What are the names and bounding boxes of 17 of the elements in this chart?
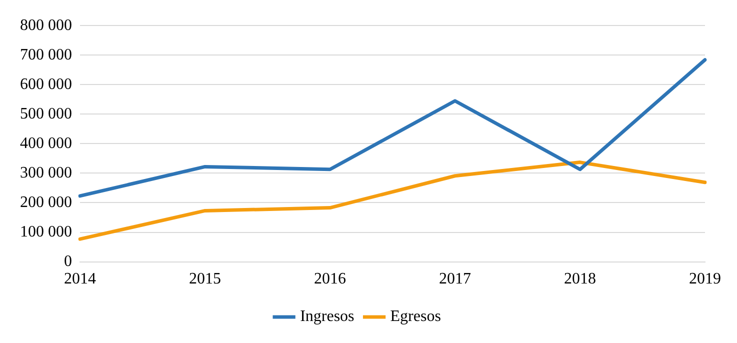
x-tick-label: 2017 — [439, 270, 471, 288]
x-tick-label: 2014 — [64, 270, 96, 288]
y-tick-label: 400 000 — [20, 134, 72, 152]
y-tick-label: 800 000 — [20, 16, 72, 34]
y-tick-label: 0 — [64, 253, 72, 270]
x-tick-label: 2018 — [564, 270, 596, 288]
x-tick-label: 2015 — [189, 270, 221, 288]
y-tick-label: 700 000 — [20, 46, 72, 64]
y-tick-label: 500 000 — [20, 105, 72, 122]
x-tick-label: 2016 — [314, 270, 346, 288]
legend-label: Egresos — [390, 308, 441, 326]
y-tick-label: 300 000 — [20, 164, 72, 182]
y-tick-label: 200 000 — [20, 194, 72, 211]
x-tick-label: 2019 — [689, 270, 721, 288]
legend-label: Ingresos — [300, 308, 354, 326]
y-tick-label: 100 000 — [20, 223, 72, 240]
y-tick-label: 600 000 — [20, 76, 72, 93]
